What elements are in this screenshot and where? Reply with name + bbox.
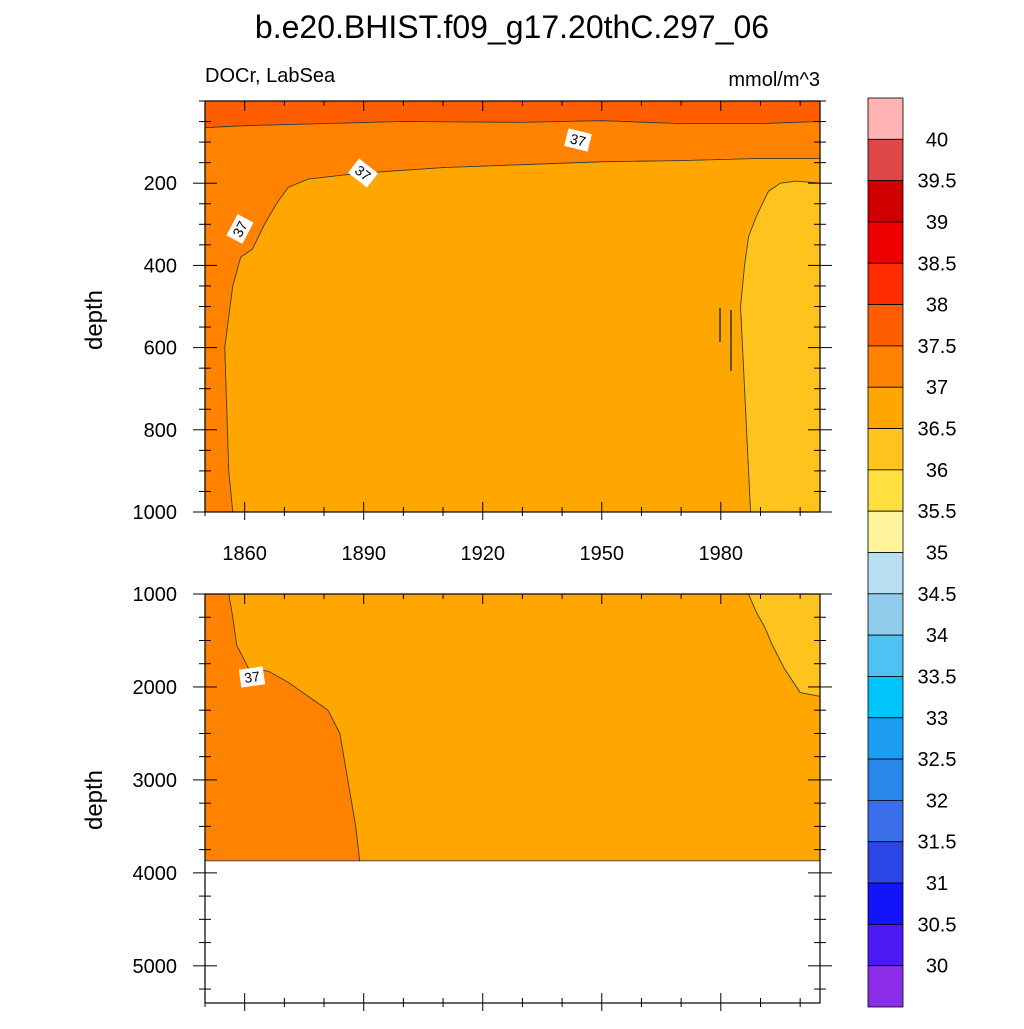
colorbar-box — [867, 304, 904, 347]
y-tick-label: 3000 — [133, 770, 178, 792]
contour-label: 37 — [564, 128, 592, 152]
contour-label: 37 — [348, 158, 378, 188]
y-tick-label: 400 — [144, 255, 177, 277]
colorbar-box — [867, 552, 904, 595]
colorbar-box — [867, 841, 904, 884]
colorbar-label: 36.5 — [918, 419, 957, 441]
colorbar-label: 31 — [926, 873, 948, 895]
colorbar-label: 35.5 — [918, 501, 957, 523]
colorbar-label: 38.5 — [918, 253, 957, 275]
colorbar-box — [867, 386, 904, 429]
colorbar-label: 30 — [926, 956, 948, 978]
colorbar-label: 31.5 — [918, 832, 957, 854]
colorbar-box — [867, 510, 904, 553]
x-tick-label: 1890 — [341, 543, 386, 565]
colorbar-label: 40 — [926, 129, 948, 151]
y-axis-label: depth — [81, 290, 108, 350]
y-tick-label: 600 — [144, 338, 177, 360]
colorbar-box — [867, 965, 904, 1008]
colorbar-label: 32 — [926, 790, 948, 812]
colorbar-label: 33 — [926, 708, 948, 730]
l-plot-frame — [204, 593, 821, 1004]
colorbar-box — [867, 345, 904, 388]
colorbar-label: 37 — [926, 377, 948, 399]
colorbar-label: 33.5 — [918, 666, 957, 688]
colorbar-box — [867, 923, 904, 967]
colorbar-label: 32.5 — [918, 749, 957, 771]
contour-label: 37 — [238, 666, 266, 688]
colorbar-label: 30.5 — [918, 914, 957, 936]
y-tick-label: 2000 — [133, 677, 178, 699]
svg-text:37: 37 — [229, 218, 251, 239]
colorbar-box — [867, 262, 904, 305]
upper-panel: 1860 1890 1920 1950 1980 200 400 600 800 1000 dept… — [81, 100, 832, 565]
colorbar-box — [867, 180, 904, 223]
colorbar-box — [867, 469, 904, 512]
u-contour-region-3 — [740, 180, 820, 512]
colorbar-box — [867, 800, 904, 843]
units-string: mmol/m^3 — [728, 69, 820, 91]
y-tick-label: 800 — [144, 420, 177, 442]
colorbar: 40 39.5 39 38.5 38 37.5 37 36.5 36 35.5 35 34.5 34 33… — [867, 97, 957, 1008]
colorbar-box — [867, 593, 904, 636]
colorbar-box — [867, 882, 904, 925]
colorbar-box — [867, 221, 904, 264]
colorbar-box — [867, 97, 904, 140]
x-tick-label: 1920 — [460, 543, 505, 565]
colorbar-label: 35 — [926, 543, 948, 565]
y-tick-label: 1000 — [133, 584, 178, 606]
colorbar-label: 39.5 — [918, 171, 957, 193]
svg-text:37: 37 — [243, 668, 261, 686]
colorbar-box — [867, 717, 904, 760]
l-contour-region-2 — [748, 594, 820, 697]
contour-label: 37 — [226, 214, 254, 244]
chart-title: b.e20.BHIST.f09_g17.20thC.297_06 — [255, 9, 769, 45]
colorbar-box — [867, 428, 904, 471]
colorbar-box — [867, 758, 904, 801]
x-tick-label: 1980 — [699, 543, 744, 565]
y-axis-label: depth — [81, 770, 108, 830]
x-tick-label: 1950 — [580, 543, 625, 565]
colorbar-label: 36 — [926, 460, 948, 482]
y-tick-label: 1000 — [133, 502, 178, 524]
x-tick-label: 1860 — [222, 543, 267, 565]
lower-panel: 1000 2000 3000 4000 5000 depth 37 — [81, 584, 832, 1011]
colorbar-label: 34 — [926, 625, 948, 647]
y-tick-label: 4000 — [133, 863, 178, 885]
y-tick-label: 5000 — [133, 956, 178, 978]
colorbar-box — [867, 634, 904, 677]
y-tick-label: 200 — [144, 173, 177, 195]
colorbar-label: 39 — [926, 212, 948, 234]
colorbar-box — [867, 138, 904, 182]
colorbar-label: 38 — [926, 295, 948, 317]
colorbar-label: 34.5 — [918, 584, 957, 606]
colorbar-label: 37.5 — [918, 336, 957, 358]
left-string: DOCr, LabSea — [205, 65, 336, 87]
colorbar-box — [867, 676, 904, 719]
svg-text:37: 37 — [569, 130, 588, 149]
